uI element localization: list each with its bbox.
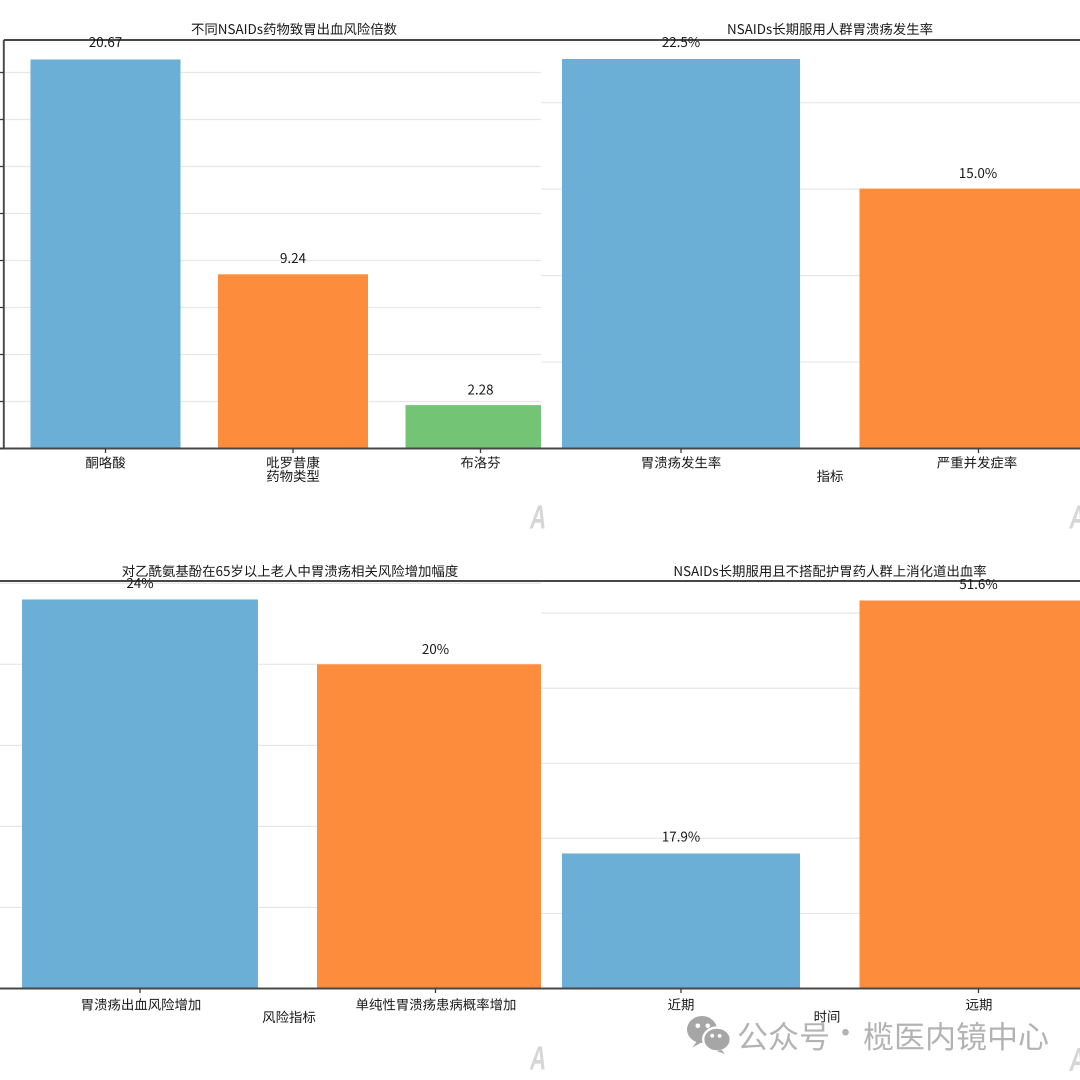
- svg-text:A: A: [1069, 499, 1080, 537]
- svg-text:A: A: [1069, 1042, 1080, 1080]
- svg-text:A: A: [529, 1040, 546, 1078]
- svg-text:A: A: [529, 499, 546, 537]
